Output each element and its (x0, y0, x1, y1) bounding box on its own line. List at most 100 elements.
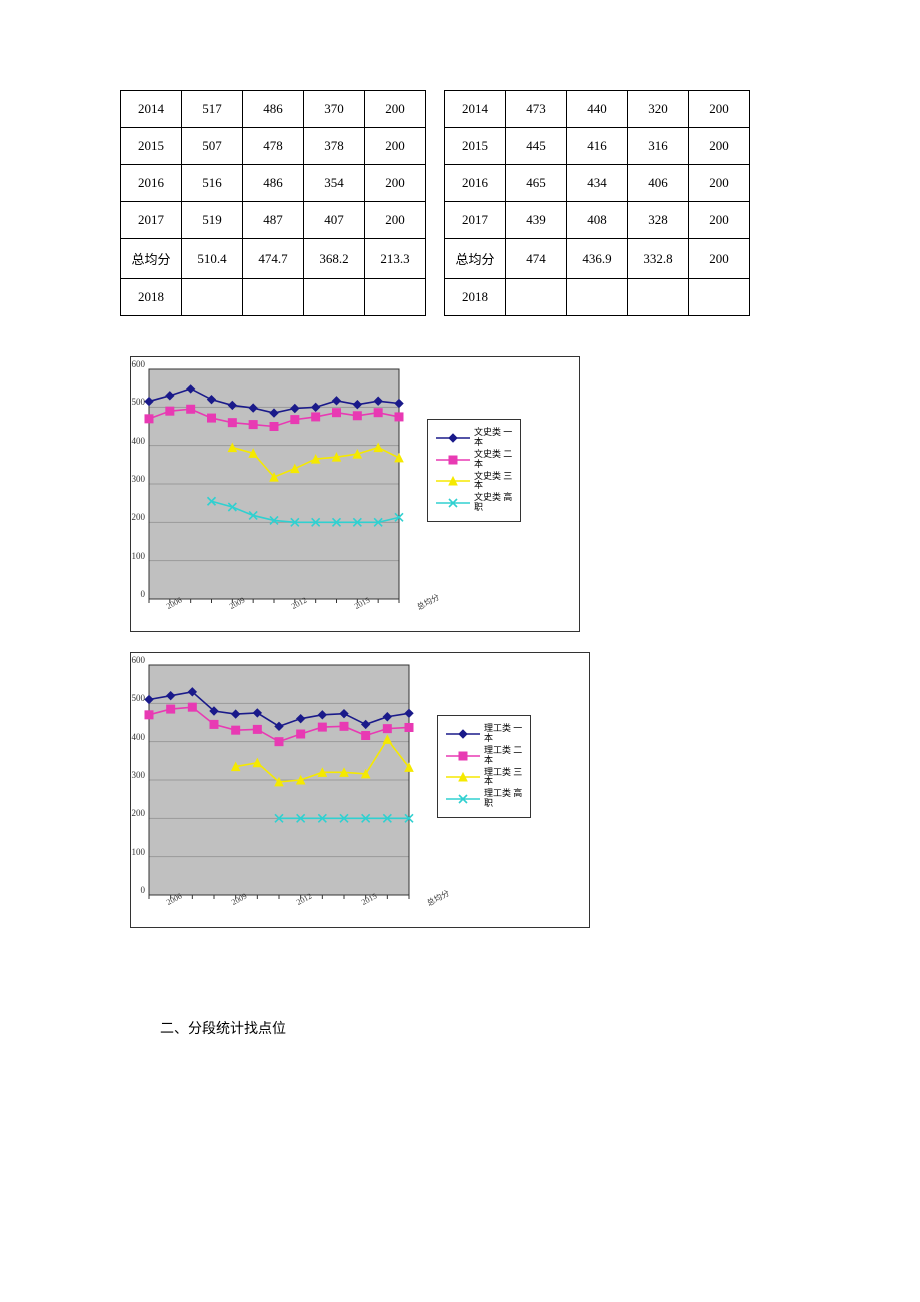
table-cell: 2018 (445, 279, 506, 316)
section-heading: 二、分段统计找点位 (160, 1018, 800, 1038)
table-cell: 354 (304, 165, 365, 202)
table-cell: 465 (506, 165, 567, 202)
tables-row: 2014517486370200201550747837820020165164… (120, 90, 800, 316)
table-cell: 总均分 (445, 239, 506, 279)
table-cell: 2016 (445, 165, 506, 202)
chart-wenshi: 6005004003002001000 2006200920122015总均分 (130, 356, 580, 632)
table-cell: 378 (304, 128, 365, 165)
right-table: 2014473440320200201544541631620020164654… (444, 90, 750, 316)
legend-label: 理工类 高职 (484, 789, 522, 809)
table-cell: 510.4 (182, 239, 243, 279)
table-cell: 516 (182, 165, 243, 202)
table-cell: 507 (182, 128, 243, 165)
table-cell: 200 (365, 128, 426, 165)
table-cell: 200 (365, 165, 426, 202)
table-cell: 519 (182, 202, 243, 239)
legend-item: 理工类 二本 (446, 746, 522, 766)
table-cell: 487 (243, 202, 304, 239)
table-cell: 368.2 (304, 239, 365, 279)
chart-ligong: 6005004003002001000 2006200920122015总均分 (130, 652, 590, 928)
table-row: 总均分510.4474.7368.2213.3 (121, 239, 426, 279)
x-axis: 2006200920122015总均分 (169, 899, 429, 921)
x-axis: 2006200920122015总均分 (169, 603, 419, 625)
legend-marker (446, 794, 480, 804)
table-cell: 200 (365, 91, 426, 128)
table-cell: 445 (506, 128, 567, 165)
table-cell: 2015 (445, 128, 506, 165)
plot-area (149, 665, 409, 895)
table-row: 2015507478378200 (121, 128, 426, 165)
table-cell (243, 279, 304, 316)
left-table: 2014517486370200201550747837820020165164… (120, 90, 426, 316)
table-cell: 总均分 (121, 239, 182, 279)
table-cell: 200 (689, 239, 750, 279)
table-cell: 486 (243, 91, 304, 128)
table-cell: 213.3 (365, 239, 426, 279)
table-cell: 473 (506, 91, 567, 128)
table-cell: 200 (689, 165, 750, 202)
legend-marker (436, 476, 470, 486)
legend-label: 文史类 高职 (474, 493, 512, 513)
table-row: 总均分474436.9332.8200 (445, 239, 750, 279)
table-cell: 200 (689, 202, 750, 239)
legend-label: 理工类 二本 (484, 746, 522, 766)
table-cell (304, 279, 365, 316)
table-row: 2017519487407200 (121, 202, 426, 239)
legend-item: 文史类 高职 (436, 493, 512, 513)
table-cell: 200 (689, 128, 750, 165)
legend-label: 文史类 一本 (474, 428, 512, 448)
table-cell: 320 (628, 91, 689, 128)
table-row: 2017439408328200 (445, 202, 750, 239)
table-cell: 407 (304, 202, 365, 239)
table-cell: 328 (628, 202, 689, 239)
table-cell (567, 279, 628, 316)
table-cell: 2016 (121, 165, 182, 202)
table-cell (628, 279, 689, 316)
table-cell: 474.7 (243, 239, 304, 279)
table-row: 2014517486370200 (121, 91, 426, 128)
table-cell: 370 (304, 91, 365, 128)
table-cell (689, 279, 750, 316)
legend-marker (436, 498, 470, 508)
legend-label: 理工类 三本 (484, 768, 522, 788)
table-cell (182, 279, 243, 316)
table-cell (365, 279, 426, 316)
table-cell: 200 (689, 91, 750, 128)
table-cell: 2014 (121, 91, 182, 128)
table-cell: 2017 (445, 202, 506, 239)
legend-label: 文史类 三本 (474, 472, 512, 492)
table-cell: 408 (567, 202, 628, 239)
legend-marker (436, 433, 470, 443)
table-cell: 440 (567, 91, 628, 128)
legend-label: 理工类 一本 (484, 724, 522, 744)
legend: 理工类 一本 理工类 二本 理工类 三本 理工类 高职 (437, 715, 531, 818)
table-row: 2016465434406200 (445, 165, 750, 202)
table-cell: 316 (628, 128, 689, 165)
legend-marker (436, 455, 470, 465)
table-row: 2016516486354200 (121, 165, 426, 202)
table-cell: 200 (365, 202, 426, 239)
table-cell: 2015 (121, 128, 182, 165)
legend-item: 文史类 三本 (436, 472, 512, 492)
table-cell: 2014 (445, 91, 506, 128)
table-cell: 332.8 (628, 239, 689, 279)
legend-marker (446, 751, 480, 761)
table-cell: 436.9 (567, 239, 628, 279)
legend-item: 理工类 一本 (446, 724, 522, 744)
table-cell: 406 (628, 165, 689, 202)
table-cell: 474 (506, 239, 567, 279)
plot-area (149, 369, 399, 599)
table-row: 2018 (445, 279, 750, 316)
table-cell (506, 279, 567, 316)
legend-item: 理工类 高职 (446, 789, 522, 809)
table-row: 2015445416316200 (445, 128, 750, 165)
legend-item: 理工类 三本 (446, 768, 522, 788)
table-cell: 486 (243, 165, 304, 202)
table-cell: 434 (567, 165, 628, 202)
table-cell: 2018 (121, 279, 182, 316)
legend: 文史类 一本 文史类 二本 文史类 三本 文史类 高职 (427, 419, 521, 522)
legend-item: 文史类 二本 (436, 450, 512, 470)
table-row: 2018 (121, 279, 426, 316)
table-cell: 439 (506, 202, 567, 239)
table-cell: 416 (567, 128, 628, 165)
